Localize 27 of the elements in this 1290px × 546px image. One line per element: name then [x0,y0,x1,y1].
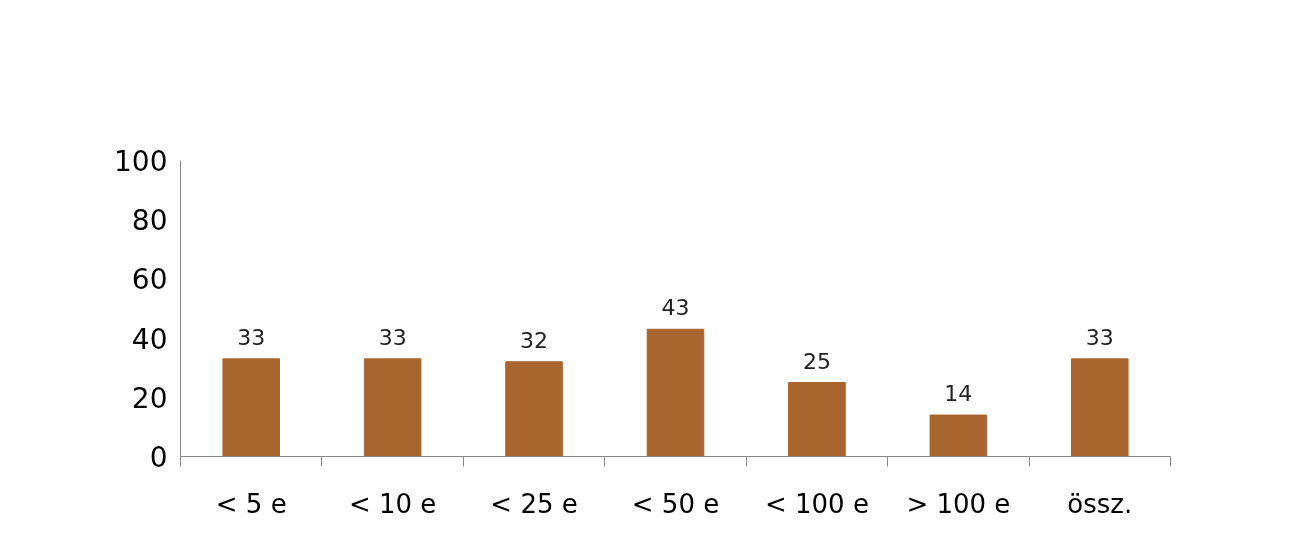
bar [222,358,280,457]
bar [363,358,422,457]
bar [929,414,988,457]
bar [1071,358,1129,457]
bar [646,328,705,457]
bar [788,382,846,457]
bar [505,361,563,457]
x-tick-label: < 5 e [215,488,287,519]
data-label: 33 [1085,324,1114,350]
data-label: 43 [661,295,690,321]
y-tick-label: 40 [131,322,168,356]
y-tick-label: 0 [149,441,168,474]
x-tick-label: < 25 e [490,488,578,519]
data-label: 33 [237,324,266,350]
data-label: 32 [520,327,549,353]
x-tick-label: össz. [1067,488,1133,519]
data-label: 14 [944,381,973,407]
y-tick-label: 100 [114,145,168,178]
data-label: 33 [378,324,407,350]
y-tick-label: 20 [131,381,168,415]
x-tick-label: < 100 e [764,488,869,519]
x-tick-label: > 100 e [906,488,1011,519]
y-tick-label: 60 [131,263,168,297]
data-label: 25 [802,348,831,374]
x-tick-label: < 10 e [348,488,437,519]
x-tick-label: < 50 e [631,488,720,519]
y-tick-label: 80 [131,204,168,238]
